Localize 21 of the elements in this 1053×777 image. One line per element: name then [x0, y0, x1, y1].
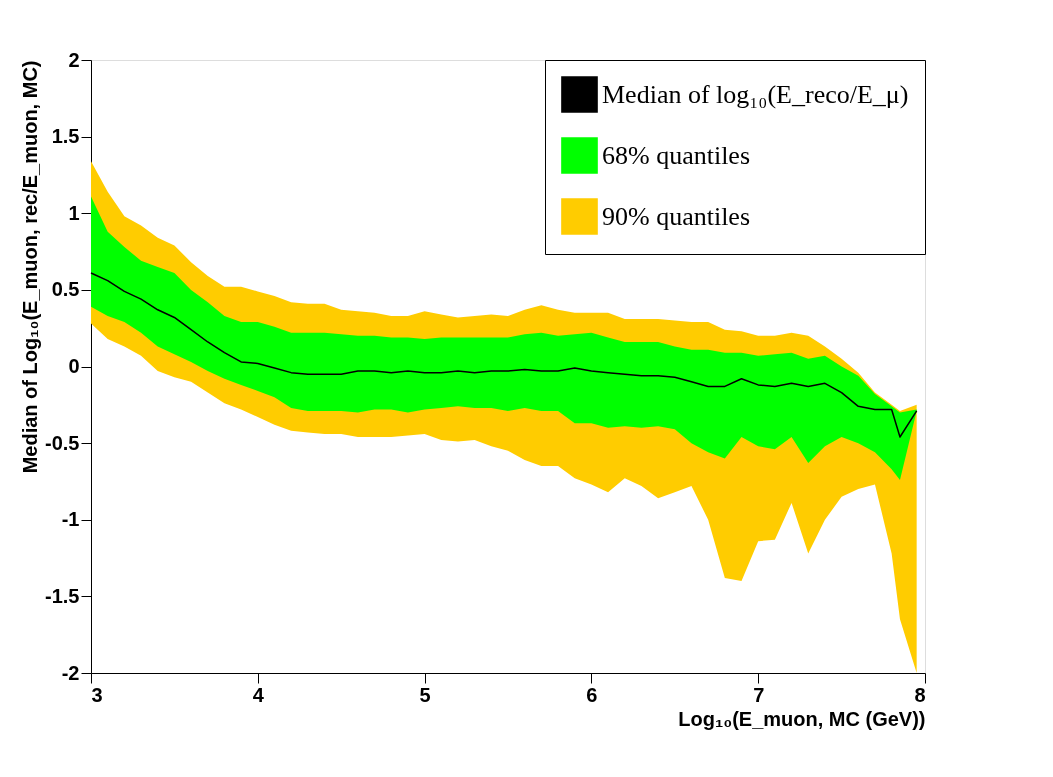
- y-tick-label: 1: [68, 201, 80, 224]
- y-tick-label: -0.5: [45, 431, 80, 454]
- line-series: [90, 272, 918, 438]
- y-axis-title: Median of Log₁₀(E_muon, rec/E_muon, MC): [19, 60, 42, 474]
- legend-label: Median of log₁₀(E_reco/E_μ): [602, 79, 909, 109]
- y-tick-label: -1: [61, 508, 80, 531]
- legend-label: 90% quantiles: [602, 201, 751, 231]
- x-axis-title: Log₁₀(E_muon, MC (GeV)): [678, 707, 926, 730]
- y-tick-label: -2: [61, 661, 80, 684]
- x-tick-label: 4: [252, 683, 265, 706]
- x-tick-label: 3: [91, 683, 103, 706]
- y-tick-label: -1.5: [45, 584, 80, 607]
- x-tick-label: 8: [914, 683, 926, 706]
- y-tick-label: 0.5: [51, 278, 80, 301]
- x-tick-label: 7: [753, 683, 765, 706]
- y-tick-label: 2: [68, 48, 80, 71]
- x-tick-label: 5: [419, 683, 431, 706]
- x-tick-label: 6: [586, 683, 598, 706]
- y-tick-label: 1.5: [51, 125, 80, 148]
- legend-label: 68% quantiles: [602, 140, 751, 170]
- y-tick-label: 0: [68, 355, 80, 377]
